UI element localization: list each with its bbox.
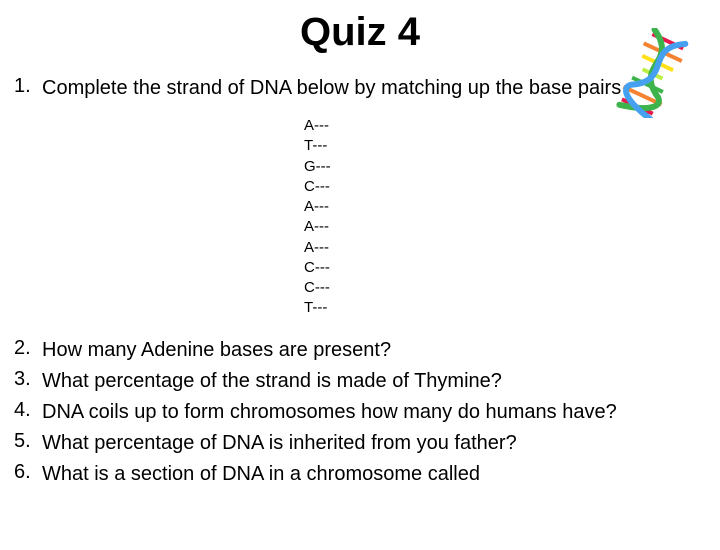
strand-line: A--- — [304, 197, 706, 217]
strand-line: A--- — [304, 238, 706, 258]
question-text: What is a section of DNA in a chromosome… — [42, 461, 480, 488]
page-title: Quiz 4 — [0, 10, 720, 55]
question-number: 6. — [14, 461, 42, 484]
question-text: What percentage of DNA is inherited from… — [42, 430, 517, 457]
question-text: DNA coils up to form chromosomes how man… — [42, 399, 617, 426]
strand-line: G--- — [304, 157, 706, 177]
question-6: 6. What is a section of DNA in a chromos… — [14, 461, 706, 488]
strand-line: T--- — [304, 136, 706, 156]
question-number: 2. — [14, 337, 42, 360]
question-number: 5. — [14, 430, 42, 453]
question-number: 1. — [14, 75, 42, 98]
question-2: 2. How many Adenine bases are present? — [14, 337, 706, 364]
question-1: 1. Complete the strand of DNA below by m… — [14, 75, 706, 102]
question-number: 3. — [14, 368, 42, 391]
strand-line: C--- — [304, 278, 706, 298]
question-number: 4. — [14, 399, 42, 422]
strand-line: A--- — [304, 217, 706, 237]
question-text: How many Adenine bases are present? — [42, 337, 391, 364]
question-text: Complete the strand of DNA below by matc… — [42, 75, 621, 102]
dna-strand-list: A--- T--- G--- C--- A--- A--- A--- C--- … — [14, 116, 706, 319]
question-3: 3. What percentage of the strand is made… — [14, 368, 706, 395]
quiz-body: 1. Complete the strand of DNA below by m… — [0, 75, 720, 488]
strand-line: T--- — [304, 298, 706, 318]
dna-helix-icon — [614, 28, 692, 118]
question-5: 5. What percentage of DNA is inherited f… — [14, 430, 706, 457]
question-text: What percentage of the strand is made of… — [42, 368, 502, 395]
question-4: 4. DNA coils up to form chromosomes how … — [14, 399, 706, 426]
strand-line: A--- — [304, 116, 706, 136]
strand-line: C--- — [304, 177, 706, 197]
strand-line: C--- — [304, 258, 706, 278]
